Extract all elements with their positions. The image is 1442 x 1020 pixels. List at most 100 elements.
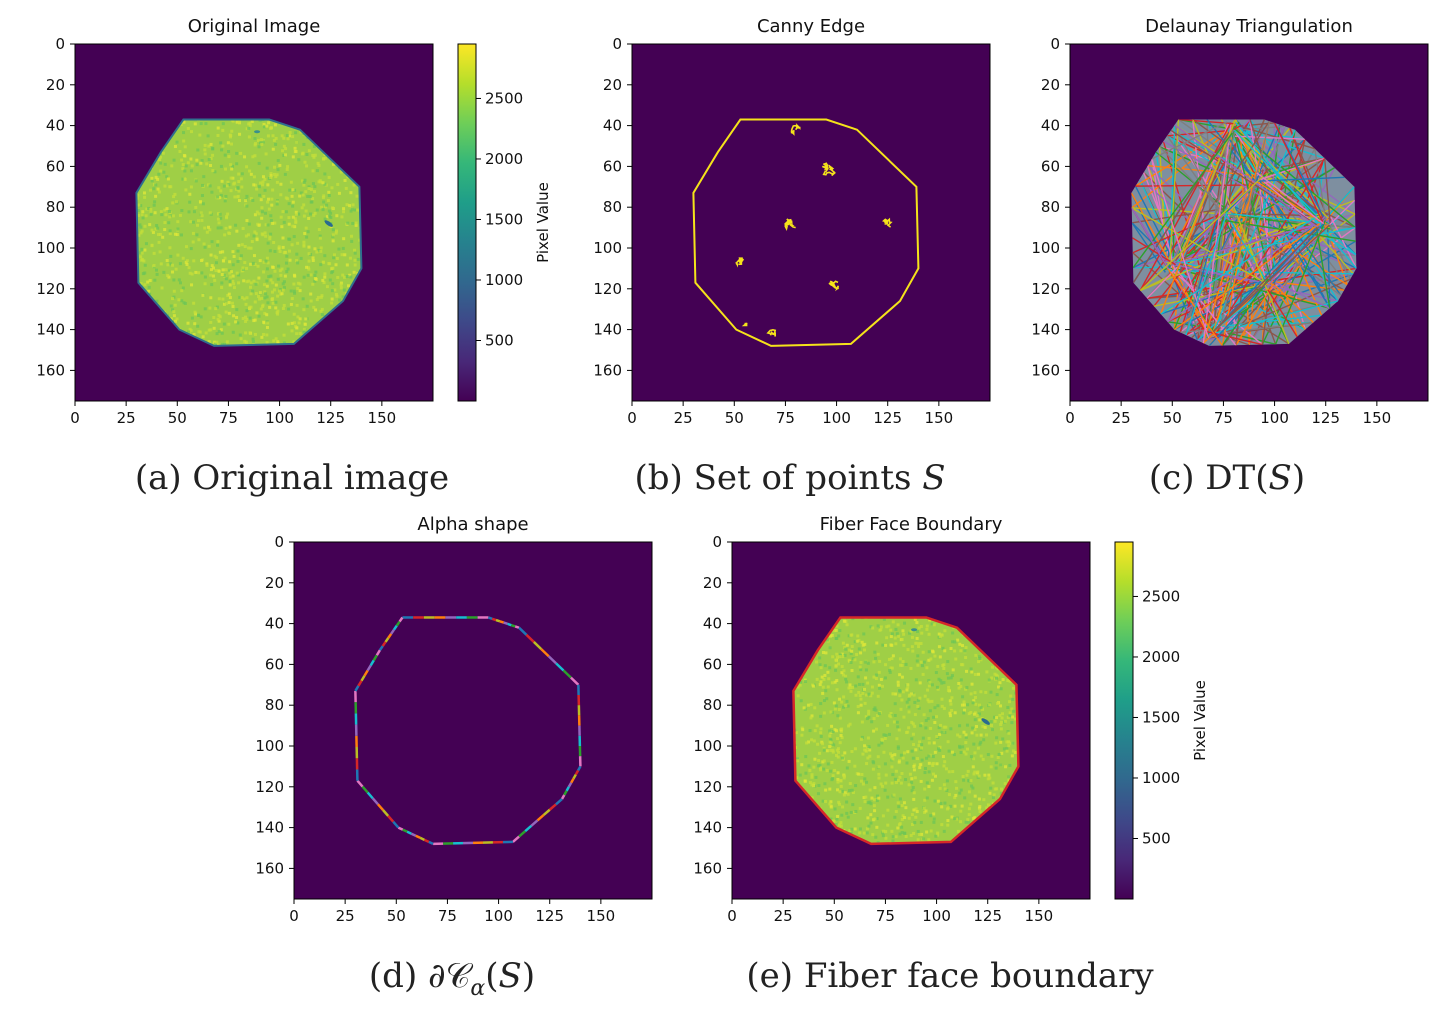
texture-pixel	[227, 322, 231, 326]
texture-pixel	[965, 747, 969, 751]
texture-pixel	[316, 161, 320, 165]
texture-pixel	[297, 212, 301, 216]
texture-pixel	[904, 662, 908, 666]
texture-pixel	[345, 275, 349, 279]
texture-pixel	[334, 263, 338, 267]
texture-pixel	[813, 757, 817, 761]
texture-pixel	[878, 686, 882, 690]
texture-pixel	[249, 292, 253, 296]
y-tick-label: 60	[603, 157, 622, 175]
triangulation-edge	[1274, 220, 1326, 345]
texture-pixel	[253, 300, 257, 304]
texture-pixel	[920, 746, 924, 750]
texture-pixel	[977, 655, 981, 659]
texture-pixel	[843, 774, 847, 778]
texture-pixel	[876, 755, 880, 759]
texture-pixel	[985, 670, 989, 674]
texture-pixel	[937, 726, 941, 730]
texture-pixel	[153, 211, 157, 215]
texture-pixel	[271, 134, 275, 138]
texture-pixel	[194, 179, 198, 183]
texture-pixel	[195, 163, 199, 167]
texture-pixel	[185, 259, 189, 263]
texture-pixel	[883, 762, 887, 766]
texture-pixel	[292, 321, 296, 325]
texture-pixel	[964, 741, 968, 745]
edge-boundary	[692, 118, 920, 347]
texture-pixel	[353, 263, 357, 267]
texture-pixel	[276, 159, 280, 163]
texture-pixel	[840, 727, 844, 731]
texture-pixel	[913, 776, 917, 780]
triangulation-edge	[1146, 267, 1178, 299]
texture-pixel	[843, 791, 847, 795]
texture-pixel	[280, 134, 284, 138]
alpha-edge	[567, 782, 573, 788]
texture-pixel	[914, 807, 918, 811]
texture-pixel	[296, 241, 300, 245]
texture-pixel	[276, 168, 280, 172]
texture-pixel	[973, 691, 977, 695]
alpha-edge	[518, 626, 528, 636]
texture-pixel	[949, 727, 953, 731]
triangulation-edge	[1221, 219, 1356, 242]
texture-pixel	[977, 660, 981, 664]
texture-pixel	[184, 188, 188, 192]
texture-pixel	[178, 281, 182, 285]
texture-pixel	[889, 715, 893, 719]
alpha-edge	[577, 765, 582, 772]
texture-pixel	[965, 669, 969, 673]
texture-pixel	[171, 214, 175, 218]
texture-pixel	[989, 724, 993, 728]
texture-pixel	[821, 799, 825, 803]
texture-pixel	[242, 297, 246, 301]
texture-pixel	[907, 710, 911, 714]
texture-pixel	[281, 307, 285, 311]
texture-pixel	[189, 220, 193, 224]
alpha-edge	[555, 662, 565, 672]
texture-pixel	[995, 736, 999, 740]
texture-pixel	[197, 238, 201, 242]
texture-pixel	[851, 657, 855, 661]
texture-pixel	[298, 194, 302, 198]
texture-pixel	[236, 321, 240, 325]
texture-pixel	[315, 208, 319, 212]
texture-pixel	[881, 684, 885, 688]
texture-pixel	[926, 717, 930, 721]
texture-pixel	[863, 744, 867, 748]
texture-pixel	[912, 693, 916, 697]
texture-pixel	[899, 753, 903, 757]
texture-pixel	[221, 342, 225, 346]
texture-pixel	[967, 813, 971, 817]
colorbar-label: Pixel Value	[1191, 680, 1209, 761]
texture-pixel	[973, 770, 977, 774]
texture-pixel	[844, 674, 848, 678]
texture-pixel	[330, 289, 334, 293]
texture-pixel	[306, 273, 310, 277]
texture-pixel	[941, 664, 945, 668]
texture-pixel	[151, 230, 155, 234]
texture-pixel	[951, 770, 955, 774]
texture-pixel	[872, 804, 876, 808]
texture-pixel	[995, 693, 999, 697]
texture-pixel	[216, 126, 220, 130]
texture-pixel	[237, 189, 241, 193]
texture-pixel	[206, 225, 210, 229]
texture-pixel	[857, 690, 861, 694]
texture-pixel	[977, 806, 981, 810]
texture-pixel	[283, 172, 287, 176]
colorbar-tick-label: 1500	[1142, 708, 1180, 726]
texture-pixel	[962, 711, 966, 715]
alpha-edge	[563, 790, 568, 796]
texture-pixel	[203, 152, 207, 156]
texture-pixel	[156, 177, 160, 181]
texture-pixel	[967, 807, 971, 811]
texture-pixel	[192, 210, 196, 214]
texture-pixel	[896, 778, 900, 782]
texture-pixel	[224, 302, 228, 306]
texture-pixel	[250, 119, 254, 123]
y-tick-label: 20	[46, 76, 65, 94]
texture-pixel	[313, 247, 317, 251]
texture-pixel	[966, 818, 970, 822]
texture-pixel	[814, 775, 818, 779]
